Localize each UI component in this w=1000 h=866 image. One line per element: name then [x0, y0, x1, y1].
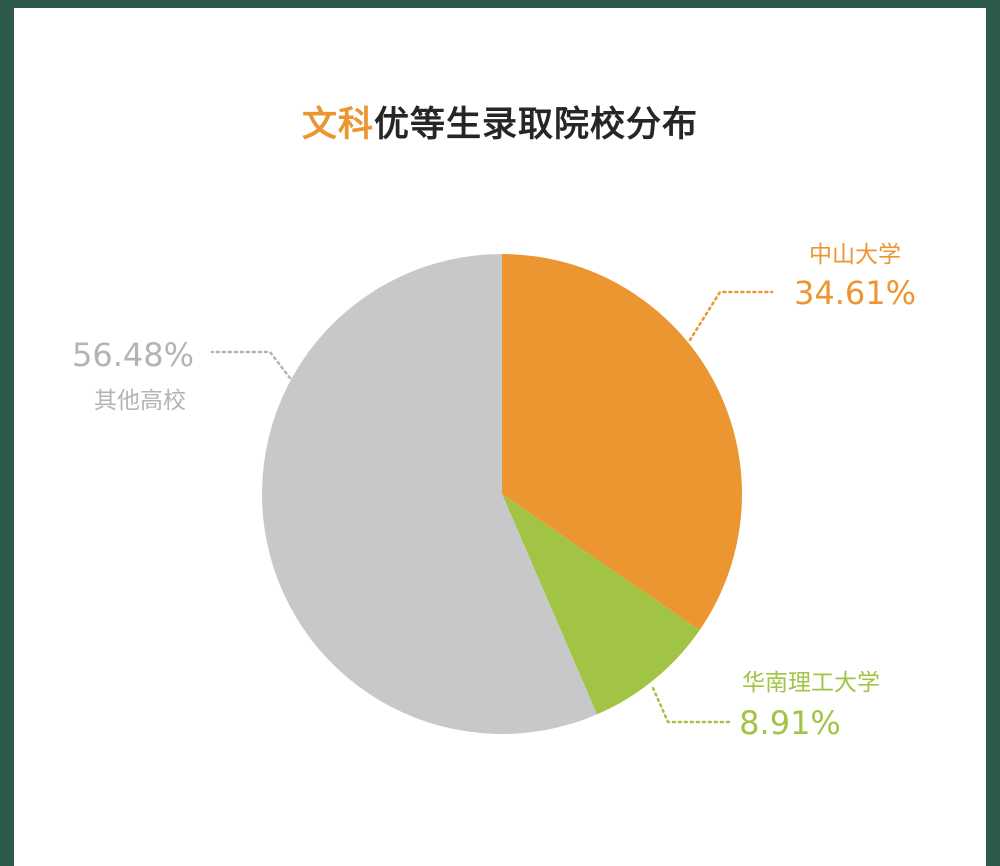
slice-value-label: 56.48%: [72, 336, 194, 374]
chart-title: 文科优等生录取院校分布: [0, 96, 1000, 147]
pie-slices: [262, 254, 743, 734]
slice-value-label: 34.61%: [794, 274, 916, 312]
chart-title-rest: 优等生录取院校分布: [374, 105, 699, 145]
pie-slice: [502, 494, 700, 715]
slice-value-label: 8.91%: [739, 704, 841, 742]
leader-lines: [210, 290, 774, 724]
pie-slice: [502, 254, 743, 631]
chart-title-highlight: 文科: [301, 105, 374, 145]
slice-name-label: 中山大学: [809, 242, 901, 268]
pie-slice: [262, 254, 598, 734]
leader-line: [651, 686, 732, 724]
slice-name-label: 其他高校: [94, 388, 186, 414]
leader-line: [210, 350, 292, 380]
leader-line: [688, 290, 774, 342]
slice-name-label: 华南理工大学: [742, 670, 880, 696]
